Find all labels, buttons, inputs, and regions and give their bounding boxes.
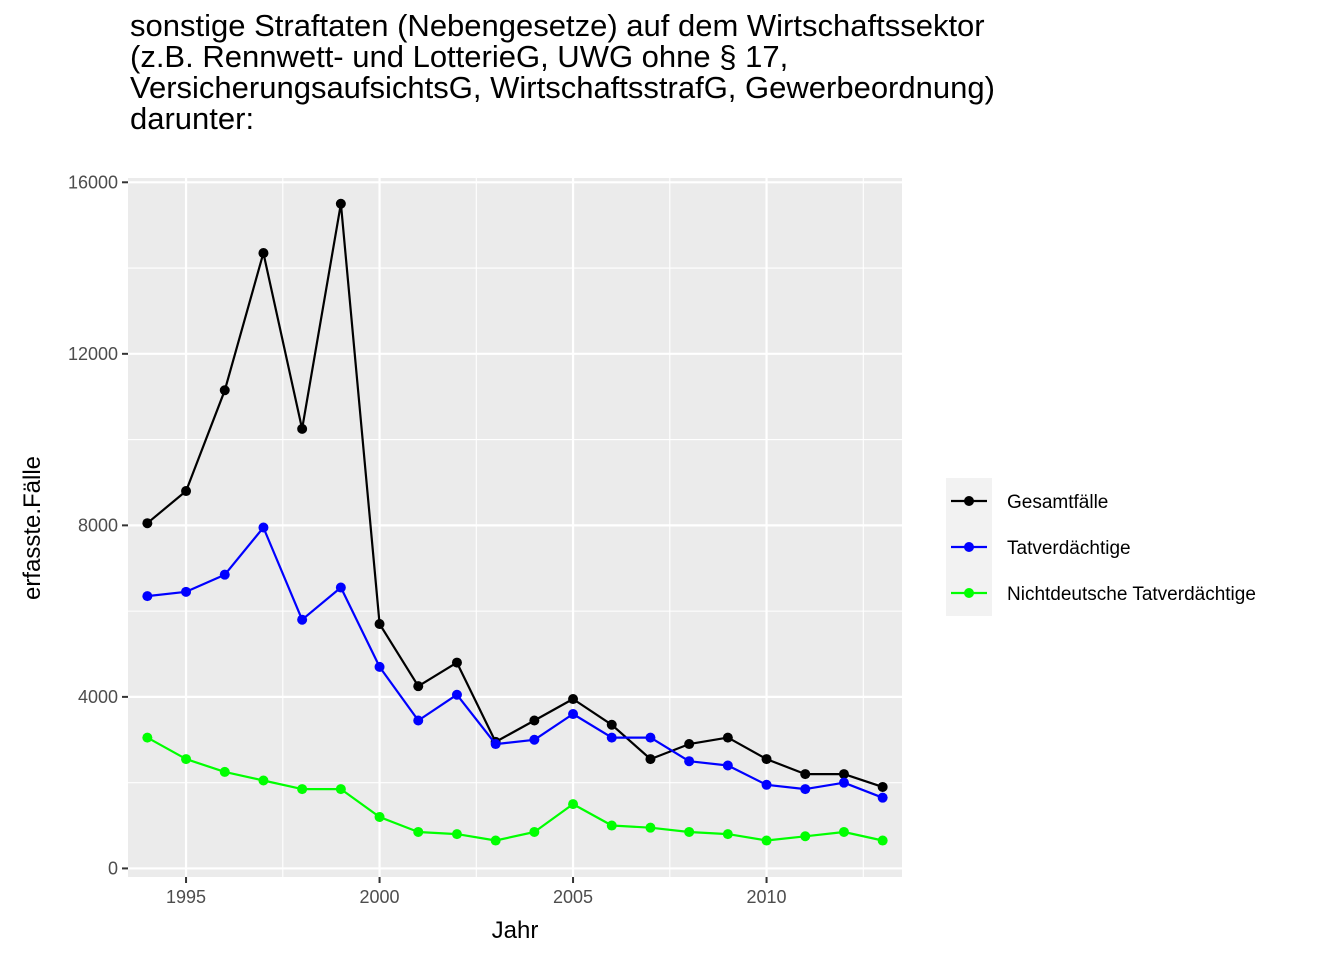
data-point <box>761 754 772 765</box>
data-point <box>335 198 346 209</box>
x-tick-label: 2000 <box>360 887 400 907</box>
data-point <box>181 486 192 497</box>
data-point <box>722 760 733 771</box>
data-point <box>258 248 269 259</box>
y-tick-label: 4000 <box>78 687 118 707</box>
data-point <box>181 586 192 597</box>
legend-label: Nichtdeutsche Tatverdächtige <box>1007 584 1256 605</box>
data-point <box>142 591 153 602</box>
data-point <box>529 734 540 745</box>
data-point <box>297 423 308 434</box>
y-tick-label: 12000 <box>68 344 118 364</box>
data-point <box>877 792 888 803</box>
data-point <box>219 569 230 580</box>
data-point <box>181 754 192 765</box>
data-point <box>451 657 462 668</box>
series-line-3 <box>146 736 883 842</box>
x-tick-label: 2005 <box>553 887 593 907</box>
data-point <box>877 781 888 792</box>
data-point <box>800 769 811 780</box>
data-point <box>413 715 424 726</box>
data-point <box>490 835 501 846</box>
data-point <box>684 756 695 767</box>
data-point <box>606 719 617 730</box>
data-point <box>761 779 772 790</box>
data-point <box>374 661 385 672</box>
data-point <box>761 835 772 846</box>
data-point <box>838 826 849 837</box>
data-point <box>838 769 849 780</box>
data-point <box>645 732 656 743</box>
plot-panel <box>128 178 902 877</box>
data-point <box>645 754 656 765</box>
data-point <box>529 715 540 726</box>
data-point <box>413 681 424 692</box>
data-point <box>297 784 308 795</box>
data-point <box>258 522 269 533</box>
chart-title-line: (z.B. Rennwett- und LotterieG, UWG ohne … <box>130 39 789 74</box>
x-tick-label: 2010 <box>747 887 787 907</box>
data-point <box>645 822 656 833</box>
data-point <box>800 831 811 842</box>
data-point <box>684 739 695 750</box>
series-line-2 <box>147 526 883 799</box>
chart-title-line: VersicherungsaufsichtsG, Wirtschaftsstra… <box>130 70 995 105</box>
data-point <box>684 826 695 837</box>
y-tick-label: 8000 <box>78 515 118 535</box>
data-point <box>374 618 385 629</box>
data-point <box>490 739 501 750</box>
chart-title-line: sonstige Straftaten (Nebengesetze) auf d… <box>130 8 985 43</box>
data-point <box>219 385 230 396</box>
legend-key-point <box>964 542 974 552</box>
data-point <box>219 766 230 777</box>
legend-key-point <box>964 588 974 598</box>
series-layer <box>142 198 888 846</box>
legend-label: Gesamtfälle <box>1007 492 1108 513</box>
data-point <box>374 811 385 822</box>
data-point <box>451 689 462 700</box>
data-point <box>529 826 540 837</box>
data-point <box>722 829 733 840</box>
x-tick-label: 1995 <box>166 887 206 907</box>
data-point <box>451 829 462 840</box>
data-point <box>606 732 617 743</box>
data-point <box>568 694 579 705</box>
data-point <box>413 826 424 837</box>
axes: 0 4000 8000 12000 16000 1995 2000 2005 2010 <box>68 172 787 907</box>
legend-key-point <box>964 496 974 506</box>
data-point <box>568 799 579 810</box>
data-point <box>142 518 153 529</box>
legend-label: Tatverdächtige <box>1007 538 1131 559</box>
data-point <box>142 732 153 743</box>
chart-title: sonstige Straftaten (Nebengesetze) auf d… <box>130 10 995 134</box>
data-point <box>297 614 308 625</box>
data-point <box>335 582 346 593</box>
data-point <box>258 775 269 786</box>
y-axis-title: erfasste.Fälle <box>19 456 46 600</box>
legend: Gesamtfälle Tatverdächtige Nichtdeutsche T… <box>946 478 1256 616</box>
data-point <box>877 835 888 846</box>
y-tick-label: 0 <box>108 858 118 878</box>
series-line-1 <box>146 202 883 788</box>
data-point <box>335 784 346 795</box>
y-tick-label: 16000 <box>68 172 118 192</box>
data-point <box>838 777 849 788</box>
data-point <box>800 784 811 795</box>
x-axis-title: Jahr <box>492 917 539 944</box>
chart-title-line: darunter: <box>130 101 255 136</box>
data-point <box>606 820 617 831</box>
data-point <box>722 732 733 743</box>
data-point <box>568 709 579 720</box>
